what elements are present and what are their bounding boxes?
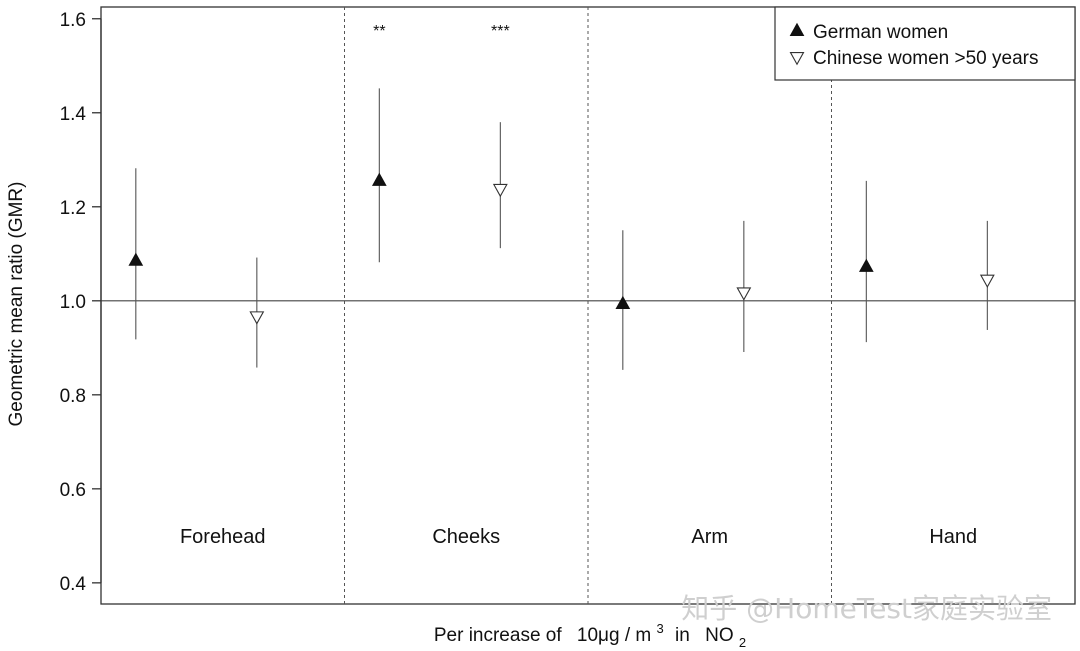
data-point xyxy=(615,295,631,310)
plot-frame xyxy=(100,6,1076,605)
category-label: Forehead xyxy=(180,526,266,548)
plot-area: Forehead Cheeks Arm Hand** *** xyxy=(100,6,1076,605)
legend-label: Chinese women >50 years xyxy=(813,48,1039,69)
category-label: Arm xyxy=(691,526,728,548)
x-axis-title-value: 10μg xyxy=(577,625,620,646)
y-axis: 0.4 0.6 0.8 1.0 1.2 1.4 1.6 xyxy=(60,10,102,595)
data-point xyxy=(128,252,144,266)
data-point xyxy=(249,311,265,325)
significance-label: ** xyxy=(373,23,385,40)
x-axis-title-unit: m xyxy=(635,625,651,646)
y-tick-label: 1.4 xyxy=(60,104,87,125)
x-axis-title-middle: in xyxy=(675,625,690,646)
data-point xyxy=(858,258,874,272)
x-axis-title: Per increase of 10μg / m 3 in NO 2 xyxy=(434,617,746,650)
y-axis-title: Geometric mean ratio (GMR) xyxy=(6,182,27,427)
x-axis-title-pollutant-sub: 2 xyxy=(739,635,746,650)
legend-label: German women xyxy=(813,22,948,43)
y-tick-label: 0.4 xyxy=(60,574,87,595)
data-point xyxy=(979,274,995,289)
y-tick-label: 1.0 xyxy=(60,292,86,313)
legend: German women Chinese women >50 years xyxy=(774,6,1076,81)
data-point xyxy=(736,287,752,301)
x-axis-title-prefix: Per increase of xyxy=(434,625,563,646)
watermark-text: 知乎 @HomeTest家庭实验室 xyxy=(681,592,1052,625)
y-tick-label: 0.8 xyxy=(60,386,86,407)
series-german-women xyxy=(128,88,874,370)
legend-box xyxy=(774,6,1076,81)
x-axis-title-pollutant: NO xyxy=(705,625,734,646)
legend-marker xyxy=(789,22,805,36)
data-point xyxy=(371,172,387,186)
series-chinese-women xyxy=(249,122,995,368)
y-tick-label: 1.6 xyxy=(60,10,86,31)
category-label: Cheeks xyxy=(432,526,500,548)
significance-label: *** xyxy=(491,23,510,40)
x-axis-title-slash: / xyxy=(625,625,631,646)
legend-marker xyxy=(789,52,805,66)
x-axis-title-unit-sup: 3 xyxy=(657,621,664,636)
y-tick-label: 0.6 xyxy=(60,480,86,501)
data-point xyxy=(492,183,508,198)
category-label: Hand xyxy=(929,526,977,548)
y-tick-label: 1.2 xyxy=(60,198,86,219)
